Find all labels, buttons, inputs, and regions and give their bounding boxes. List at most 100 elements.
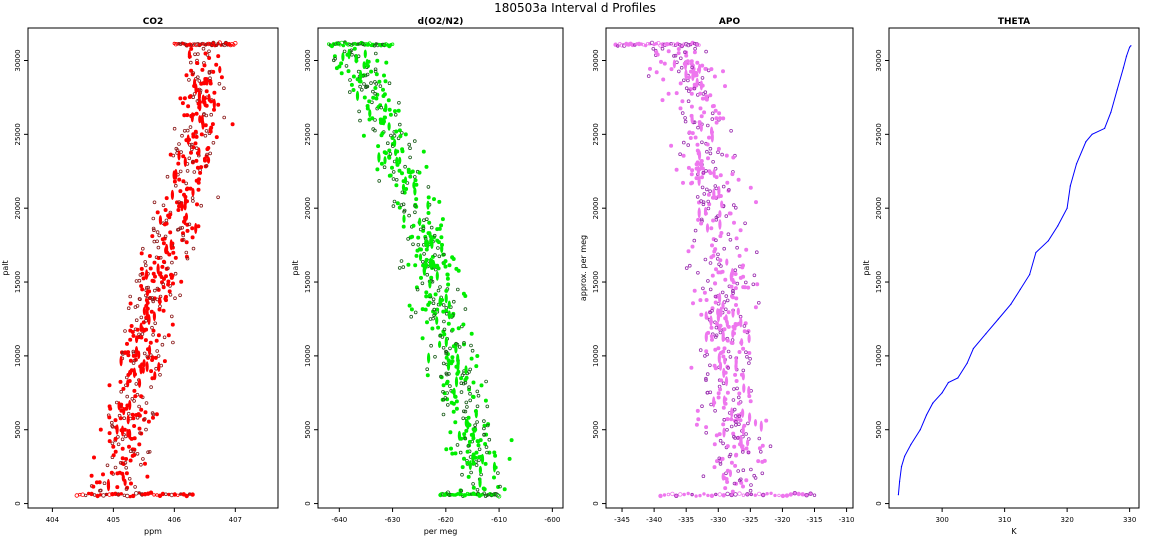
data-point: [139, 335, 144, 340]
data-point: [139, 407, 144, 412]
data-point: [729, 424, 734, 429]
x-axis-label: ppm: [144, 527, 162, 536]
theta-point: [1129, 46, 1131, 48]
data-point: [441, 397, 446, 402]
surface-point: [184, 493, 189, 499]
data-point: [466, 444, 471, 448]
data-cluster: [723, 357, 727, 365]
data-point: [127, 476, 132, 481]
data-point: [406, 237, 410, 241]
data-point: [709, 334, 714, 339]
data-point: [154, 338, 159, 343]
x-tick-label: 310: [998, 516, 1011, 524]
data-cluster: [699, 123, 703, 132]
data-point: [709, 226, 714, 231]
data-point: [723, 307, 728, 312]
data-cluster: [203, 77, 207, 85]
data-point: [394, 129, 399, 134]
data-point: [736, 395, 741, 400]
data-point: [710, 243, 715, 248]
data-cluster: [731, 308, 735, 318]
data-point: [166, 266, 170, 271]
data-point: [407, 213, 411, 218]
data-point: [465, 405, 469, 409]
data-point: [414, 197, 419, 202]
data-point: [89, 473, 94, 478]
data-point: [189, 60, 193, 65]
data-point: [686, 165, 691, 170]
x-tick-label: -630: [385, 516, 401, 524]
data-point: [711, 160, 715, 164]
data-point: [146, 285, 151, 290]
data-point: [124, 471, 129, 476]
data-point: [191, 199, 195, 203]
data-point: [375, 167, 380, 172]
theta-point: [1010, 303, 1012, 305]
x-tick-label: 330: [1123, 516, 1136, 524]
data-point: [152, 274, 157, 279]
data-point: [208, 151, 213, 156]
data-cluster: [157, 362, 161, 372]
data-point: [411, 223, 416, 228]
data-point: [182, 129, 187, 133]
data-point: [687, 130, 692, 135]
data-cluster: [153, 371, 157, 381]
data-point: [699, 217, 704, 222]
data-point: [376, 144, 381, 149]
data-point: [110, 424, 115, 429]
surface-point: [190, 492, 195, 497]
data-point: [373, 92, 378, 96]
data-point: [168, 212, 173, 217]
data-point: [346, 69, 351, 74]
data-point: [662, 61, 667, 66]
data-cluster: [145, 361, 149, 373]
data-point: [210, 122, 215, 127]
data-point: [445, 272, 450, 277]
data-point: [732, 387, 736, 391]
data-point: [718, 387, 723, 392]
data-point: [196, 187, 201, 192]
data-point: [475, 439, 480, 444]
data-cluster: [438, 340, 442, 349]
data-point: [713, 281, 718, 286]
data-point: [413, 210, 417, 215]
x-tick-label: 406: [168, 516, 182, 524]
data-point: [362, 82, 366, 86]
data-cluster: [428, 279, 432, 289]
data-point: [187, 222, 192, 227]
data-point: [151, 328, 156, 333]
data-point: [718, 173, 723, 178]
data-point: [214, 62, 219, 67]
data-cluster: [712, 168, 716, 179]
data-point: [694, 422, 699, 427]
data-cluster: [697, 63, 702, 74]
surface-point: [765, 492, 769, 496]
data-point: [150, 415, 155, 420]
data-point: [729, 417, 734, 422]
data-cluster: [347, 48, 351, 60]
data-point: [485, 423, 490, 428]
data-point: [399, 259, 404, 263]
data-point: [694, 73, 699, 78]
surface-point: [706, 493, 710, 498]
plot-frame: [605, 27, 854, 509]
data-point: [698, 298, 703, 303]
data-point: [482, 419, 486, 423]
data-point: [704, 378, 708, 383]
data-cluster: [152, 311, 156, 322]
data-point: [373, 118, 377, 122]
top-point: [199, 42, 203, 46]
data-cluster: [413, 187, 417, 196]
data-cluster: [695, 77, 699, 88]
data-point: [124, 456, 129, 461]
panel-apo: APO approx. per meg -345 -340 -335 -330 -325…: [579, 17, 855, 524]
data-point: [389, 133, 393, 138]
data-point: [424, 290, 429, 295]
data-point: [181, 179, 186, 184]
data-point: [198, 170, 203, 175]
data-point: [444, 447, 449, 452]
data-cluster: [722, 395, 727, 406]
data-point: [733, 436, 737, 440]
y-tick-label: 15000: [875, 271, 883, 293]
data-cluster: [190, 112, 194, 123]
